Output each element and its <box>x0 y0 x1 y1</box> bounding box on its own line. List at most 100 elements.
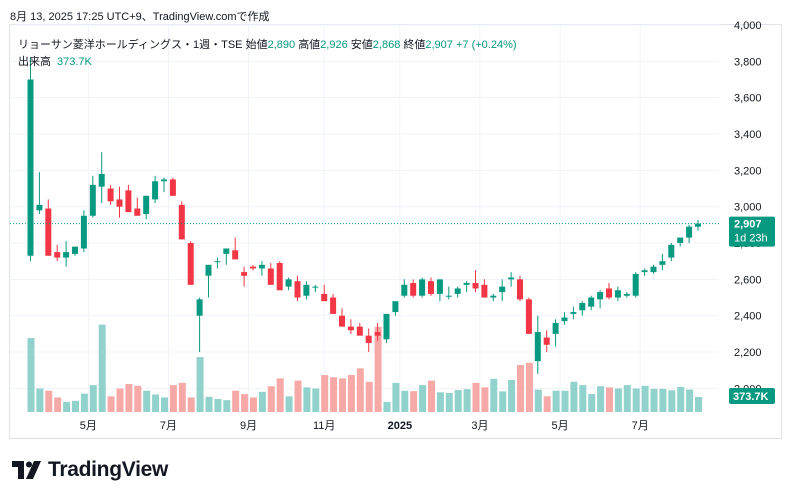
candle <box>445 286 452 300</box>
candle <box>330 293 337 314</box>
candle-body <box>116 199 123 207</box>
volume-bar <box>161 397 168 412</box>
candle <box>374 322 381 342</box>
candle-body <box>410 283 417 296</box>
candle-body <box>134 208 141 216</box>
volume-bar <box>383 401 391 412</box>
candle-body <box>606 288 612 298</box>
candle <box>490 293 497 302</box>
candle-body <box>490 295 497 298</box>
candle <box>508 272 515 287</box>
volume-bar <box>312 388 320 412</box>
candle-body <box>276 263 283 291</box>
candle-body <box>632 273 639 296</box>
candle-body <box>294 281 301 298</box>
candle <box>276 261 283 291</box>
tradingview-logo-icon <box>12 461 41 479</box>
volume-bar <box>597 386 605 412</box>
candle-body <box>392 301 399 313</box>
candle-body <box>187 243 194 285</box>
price-tick-label: 2,400 <box>734 311 762 323</box>
candle-body <box>641 270 648 273</box>
candle <box>383 313 390 343</box>
close-value: 2,907 <box>425 39 453 51</box>
volume-bar <box>232 390 240 412</box>
candle-body <box>161 179 167 182</box>
volume-bar <box>205 396 213 412</box>
candle <box>134 197 141 216</box>
volume-bar <box>517 364 524 412</box>
volume-bar <box>54 397 62 412</box>
time-tick-label: 5月 <box>80 420 97 432</box>
timestamp: 8月 13, 2025 17:25 UTC+9、TradingView.comで… <box>10 11 270 23</box>
candle <box>686 224 693 244</box>
tradingview-logo[interactable]: TradingView <box>12 458 168 482</box>
volume-bar <box>463 389 471 412</box>
price-tick-label: 2,600 <box>734 274 762 286</box>
open-label: 始値 <box>245 39 268 51</box>
volume-tag-label: 373.7K <box>733 391 769 403</box>
candle-body <box>27 79 34 256</box>
volume-bar <box>365 381 373 412</box>
close-label: 終値 <box>403 39 426 51</box>
candle <box>588 295 595 311</box>
candle-body <box>36 204 43 211</box>
candle-body <box>659 261 666 265</box>
volume-bar <box>695 396 702 412</box>
symbol-name[interactable]: リョーサン菱洋ホールディングス・1週・TSE <box>18 39 243 51</box>
candle-body <box>285 279 292 287</box>
price-axis: 2,0002,2002,4002,6002,8003,0003,2003,400… <box>734 20 762 395</box>
candle-body <box>454 288 461 294</box>
price-tick-label: 3,800 <box>734 56 762 68</box>
ohlc-legend: リョーサン菱洋ホールディングス・1週・TSE 始値2,890 高値2,926 安… <box>18 36 517 52</box>
candle <box>45 199 52 256</box>
volume-bar <box>223 400 231 412</box>
volume-bar <box>276 378 284 412</box>
last-price-tag: 2,907 1d 23h <box>729 216 775 247</box>
candle-body <box>419 279 426 296</box>
candle <box>169 177 176 196</box>
volume-bar <box>588 394 596 412</box>
candle-body <box>508 277 515 280</box>
candle <box>312 284 319 293</box>
candle-body <box>543 337 550 345</box>
price-tick-label: 3,600 <box>734 93 762 105</box>
candle <box>223 248 230 265</box>
candle <box>63 241 70 267</box>
candle <box>54 244 61 262</box>
volume-bar <box>330 377 338 412</box>
price-chart[interactable]: 2,0002,2002,4002,6002,8003,0003,2003,400… <box>0 0 793 450</box>
candle-body <box>223 248 230 254</box>
candle-body <box>169 179 176 196</box>
time-tick-label: 7月 <box>160 420 177 432</box>
candle <box>695 220 701 231</box>
price-tick-label: 3,000 <box>734 202 762 214</box>
candle <box>161 177 167 193</box>
candle <box>152 175 159 204</box>
volume-bar <box>525 362 533 412</box>
volume-bar <box>454 390 462 412</box>
candle <box>258 261 265 276</box>
candle <box>214 257 221 269</box>
high-label: 高値 <box>298 39 321 51</box>
volume-bar <box>267 386 275 412</box>
volume-bar <box>294 380 302 412</box>
candle-body <box>650 266 657 273</box>
volume-bar <box>543 396 551 412</box>
volume-bar <box>241 394 249 412</box>
candle <box>481 279 488 298</box>
volume-bar <box>614 388 622 412</box>
high-value: 2,926 <box>320 39 348 51</box>
candle <box>623 292 630 298</box>
volume-bar <box>623 385 631 412</box>
candle <box>205 264 212 298</box>
candle <box>107 184 114 205</box>
volume-bar <box>570 381 578 412</box>
volume-bar <box>178 382 186 412</box>
candle <box>98 152 105 204</box>
candle <box>499 279 506 302</box>
candle-body <box>374 332 381 336</box>
candle-body <box>597 292 604 300</box>
price-tick-label: 2,200 <box>734 347 762 359</box>
candle-body <box>481 284 488 298</box>
